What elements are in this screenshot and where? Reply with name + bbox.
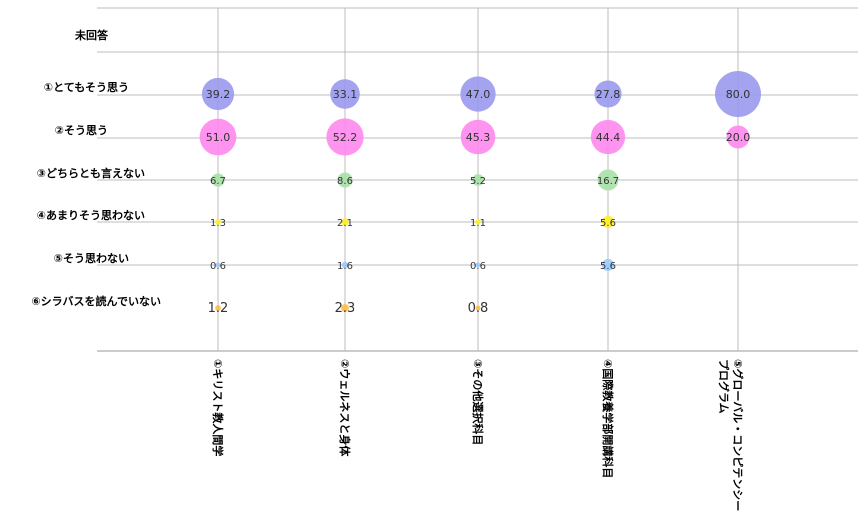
- category-label: ②ウェルネスと身体: [338, 359, 352, 457]
- category-label: ①キリスト教人間学: [211, 359, 225, 456]
- bubble: [215, 305, 221, 311]
- data-label: 0.6: [470, 261, 486, 272]
- data-label: 1.3: [210, 218, 226, 229]
- data-label: 80.0: [726, 88, 751, 101]
- bubble: [475, 219, 481, 225]
- data-label: 27.8: [596, 88, 621, 101]
- bubble: [337, 172, 353, 188]
- bubble: [460, 119, 496, 155]
- bubbles: [199, 71, 761, 312]
- data-label: 5.6: [600, 261, 616, 272]
- row-label: ②そう思う: [55, 124, 108, 137]
- bubble: [341, 304, 349, 312]
- category-label: プログラム: [717, 359, 731, 414]
- data-label: 47.0: [466, 88, 491, 101]
- data-label: 5.2: [470, 176, 486, 187]
- row-label: ③どちらとも言えない: [37, 166, 145, 180]
- bubble: [215, 262, 221, 268]
- data-label: 33.1: [333, 88, 358, 101]
- bubble: [715, 71, 761, 117]
- bubble: [594, 80, 622, 108]
- row-label: ④あまりそう思わない: [37, 209, 145, 222]
- data-label: 51.0: [206, 131, 231, 144]
- category-labels: ①キリスト教人間学 ②ウェルネスと身体 ③その他選択科目 ④国際教養学部開講科目 ⑤グロ…: [211, 359, 745, 511]
- data-label: 6.7: [210, 176, 226, 187]
- bubble: [590, 119, 626, 155]
- bubble: [597, 169, 619, 191]
- category-label: ⑤グローバル・コンピテンシー: [731, 359, 745, 511]
- bubble: [341, 218, 349, 226]
- data-label: 1.6: [337, 261, 353, 272]
- data-label: 44.4: [596, 131, 621, 144]
- bubble: [201, 77, 235, 111]
- data-label: 45.3: [466, 131, 491, 144]
- data-labels: 39.2 33.1 47.0 27.8 80.0 51.0 52.2 45.3 44.4 20.0…: [206, 88, 751, 316]
- row-label: ①とてもそう思う: [44, 81, 129, 94]
- bubble: [199, 118, 237, 156]
- bubble: [475, 262, 481, 268]
- bubble: [460, 76, 496, 112]
- data-label: 1.2: [208, 301, 229, 316]
- bubble: [472, 174, 484, 186]
- data-label: 2.3: [335, 301, 356, 316]
- data-label: 20.0: [726, 131, 751, 144]
- data-label: 1.1: [470, 218, 486, 229]
- bubble: [601, 215, 615, 229]
- data-label: 0.6: [210, 261, 226, 272]
- data-label: 39.2: [206, 88, 231, 101]
- row-label: ⑥シラバスを読んでいない: [31, 294, 161, 308]
- data-label: 52.2: [333, 131, 358, 144]
- data-label: 0.8: [468, 301, 489, 316]
- bubble: [211, 173, 225, 187]
- bubble: [326, 118, 364, 156]
- bubble: [341, 261, 349, 269]
- category-label: ④国際教養学部開講科目: [601, 359, 615, 478]
- category-label: ③その他選択科目: [471, 359, 485, 445]
- data-label: 5.6: [600, 218, 616, 229]
- row-label: 未回答: [74, 28, 109, 42]
- bubble: [726, 125, 750, 149]
- data-label: 8.6: [337, 176, 353, 187]
- bubble: [330, 79, 360, 109]
- row-label: ⑤そう思わない: [54, 252, 129, 265]
- data-label: 16.7: [597, 176, 619, 187]
- bubble: [215, 219, 221, 225]
- data-label: 2.1: [337, 218, 353, 229]
- bubble: [601, 258, 615, 272]
- bubble: [475, 305, 481, 311]
